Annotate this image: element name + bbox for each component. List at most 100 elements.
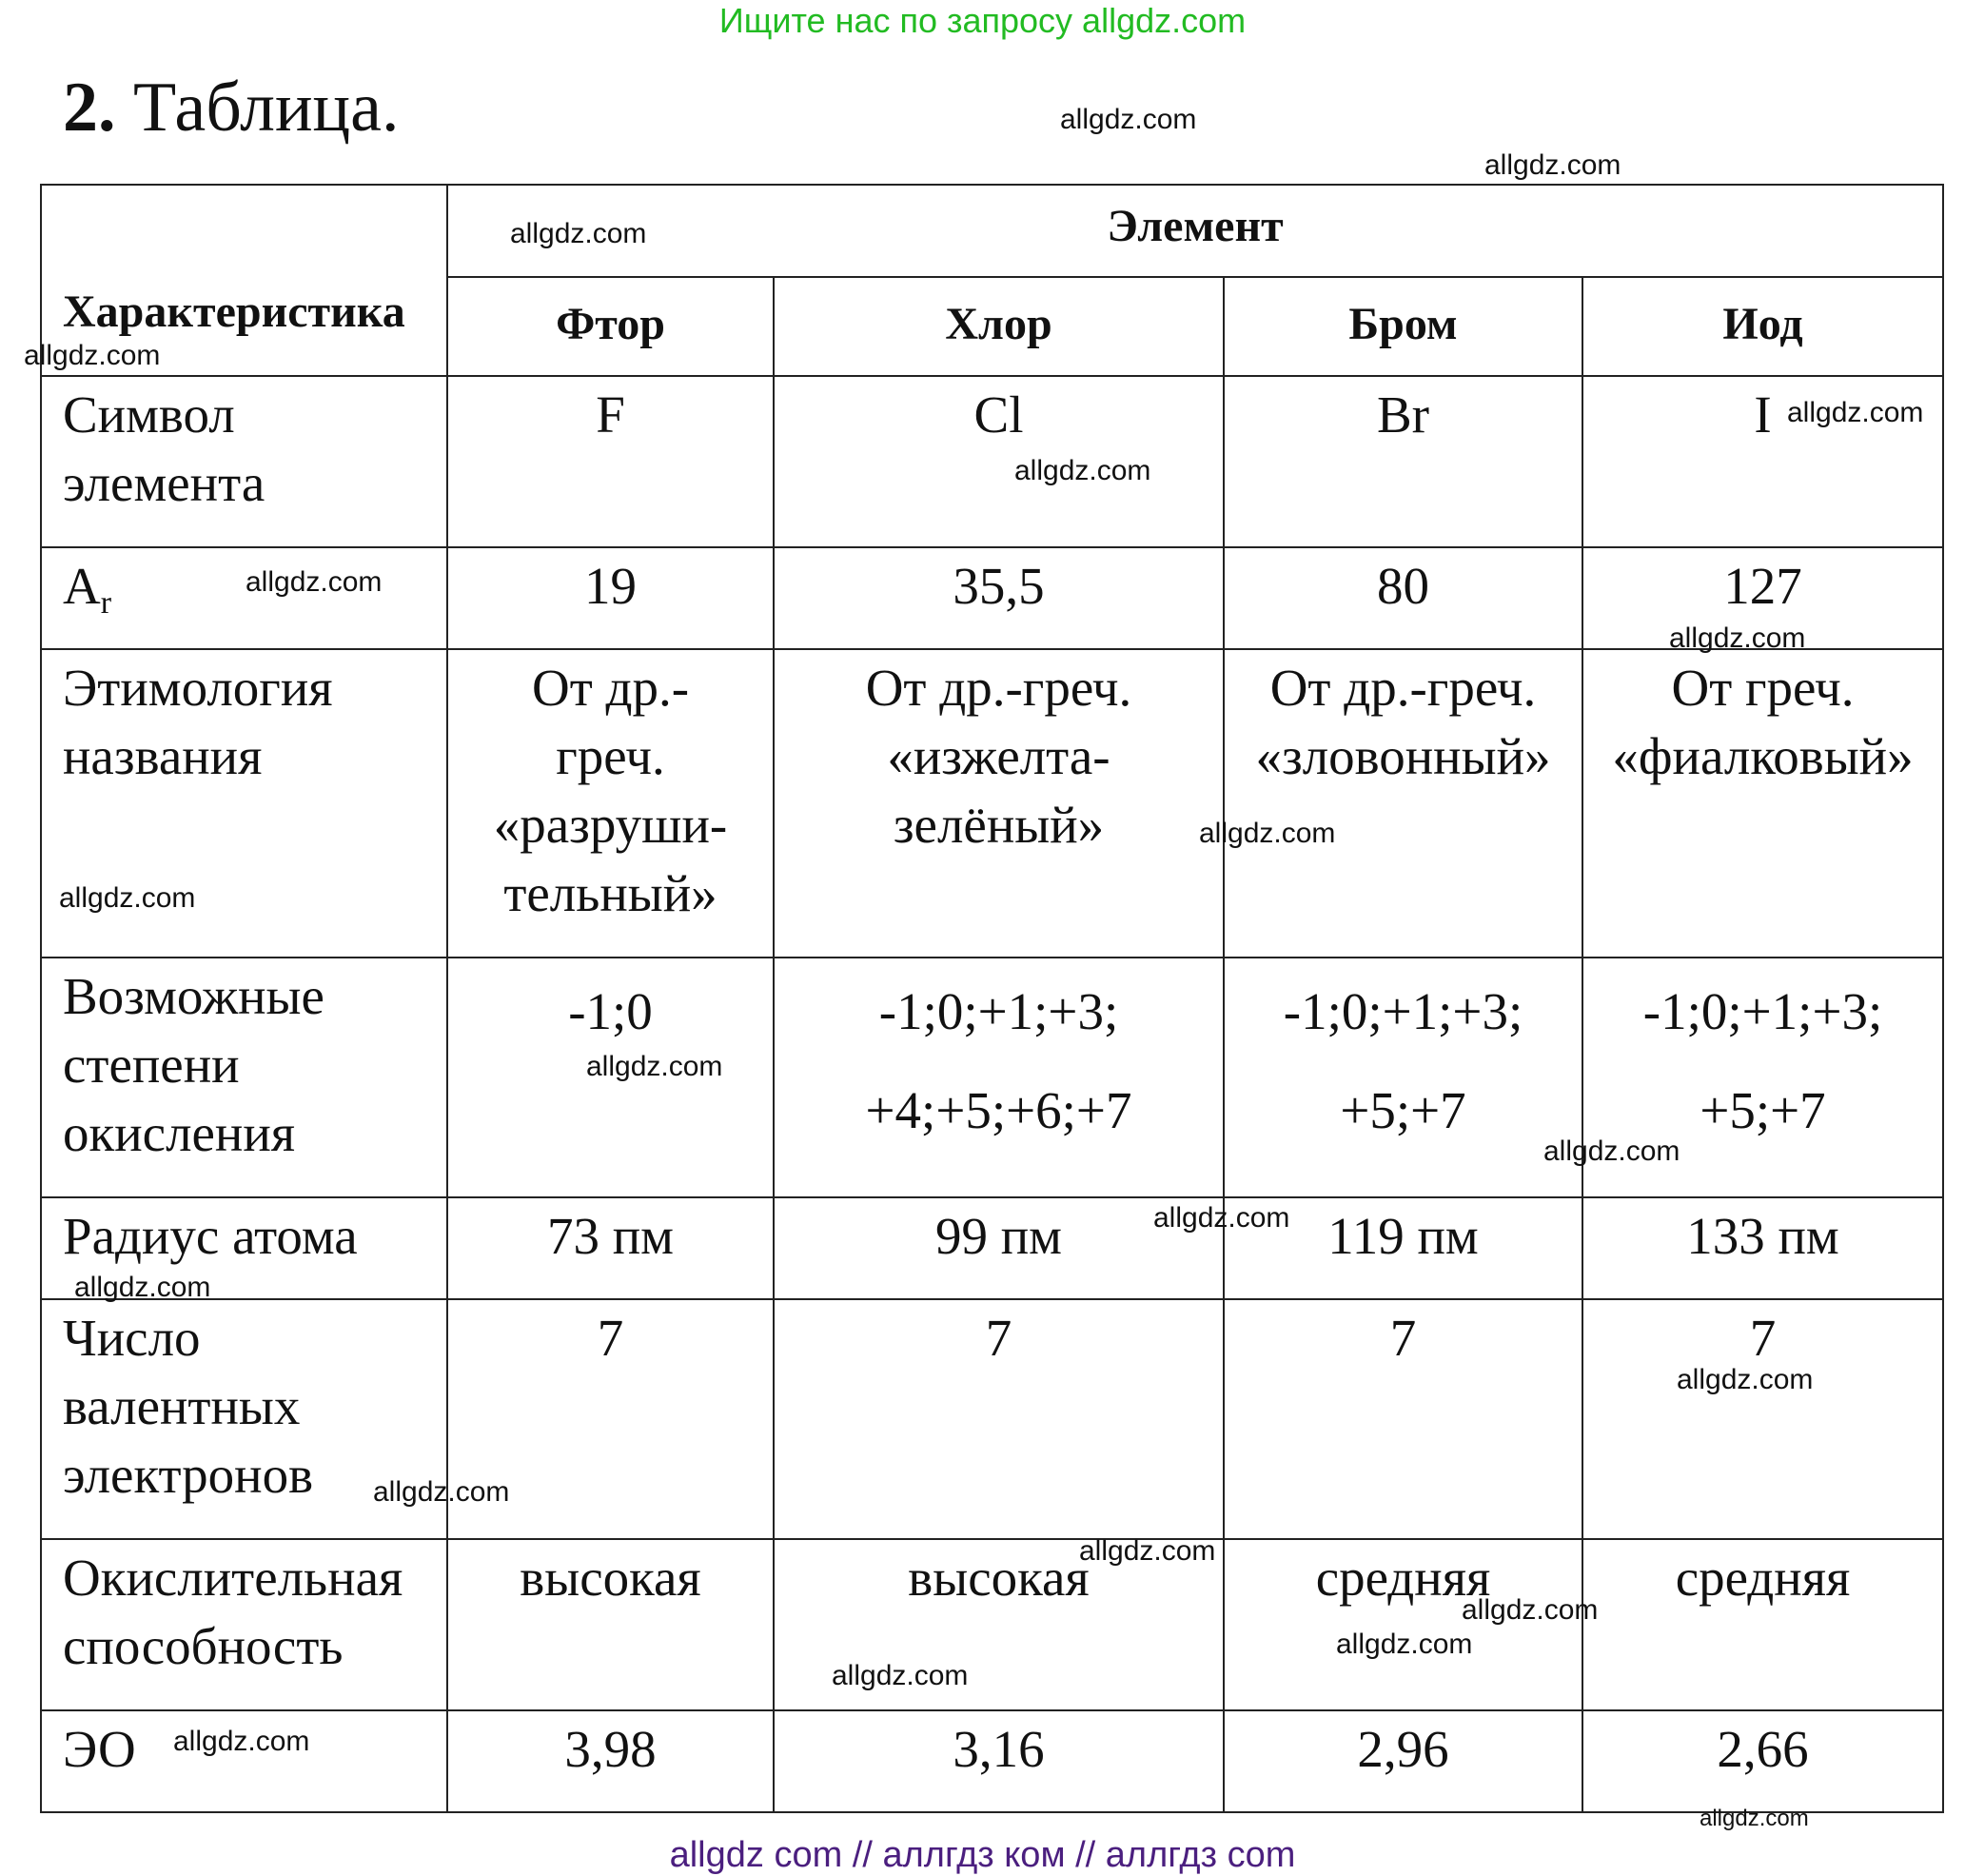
- label-line: Радиус атома: [63, 1207, 358, 1265]
- cell-line: -1;0: [568, 982, 653, 1040]
- cell-line: 99 пм: [935, 1207, 1062, 1265]
- table-cell: 7: [446, 1298, 775, 1540]
- table-cell: средняя: [1223, 1538, 1583, 1711]
- cell-line: -1;0;+1;+3;: [1283, 982, 1523, 1040]
- watermark: allgdz.com: [1336, 1629, 1473, 1660]
- cell-line: 119 пм: [1327, 1207, 1479, 1265]
- label-line: элемента: [63, 454, 265, 512]
- cell-line: F: [596, 385, 625, 444]
- cell-line: -1;0;+1;+3;: [878, 982, 1119, 1040]
- watermark: allgdz.com: [1669, 622, 1806, 654]
- table-cell: Cl: [773, 375, 1225, 548]
- cell-line: зелёный»: [893, 796, 1105, 854]
- table-cell: Br: [1223, 375, 1583, 548]
- label-line: Число: [63, 1309, 201, 1367]
- cell-line: средняя: [1675, 1549, 1851, 1607]
- table-cell: 19: [446, 546, 775, 650]
- cell-line: Br: [1377, 385, 1429, 444]
- table-cell: 7: [1223, 1298, 1583, 1540]
- bottom-banner: allgdz com // аллгдз ком // аллгдз com: [669, 1835, 1296, 1875]
- table-cell: -1;0;+1;+3; +4;+5;+6;+7: [773, 957, 1225, 1198]
- table-cell: От греч. «фиалковый»: [1581, 648, 1945, 958]
- cell-line: высокая: [520, 1549, 701, 1607]
- title-text: Таблица.: [115, 69, 400, 147]
- cell-line: +5;+7: [1340, 1081, 1466, 1139]
- cell-line: От др.-греч.: [1269, 659, 1537, 717]
- table-cell: 119 пм: [1223, 1196, 1583, 1300]
- table-cell: 127: [1581, 546, 1945, 650]
- row-electronegativity: ЭО 3,98 3,16 2,96 2,66: [40, 1709, 1945, 1813]
- row-label: Ar: [40, 546, 448, 650]
- table-cell: -1;0;+1;+3; +5;+7: [1581, 957, 1945, 1198]
- cell-line: «изжелта-: [887, 727, 1110, 785]
- cell-line: 7: [1389, 1309, 1417, 1367]
- label-line: окисления: [63, 1104, 296, 1162]
- watermark: allgdz.com: [1199, 818, 1336, 849]
- table-cell: От др.- греч. «разруши-тельный»: [446, 648, 775, 958]
- watermark: allgdz.com: [1787, 397, 1924, 428]
- watermark: allgdz.com: [1677, 1364, 1814, 1395]
- cell-line: 3,16: [953, 1720, 1045, 1778]
- watermark: allgdz.com: [1153, 1202, 1290, 1234]
- label-line: способность: [63, 1617, 344, 1675]
- row-label: Возможные степени окисления: [40, 957, 448, 1198]
- row-oxidizing-ability: Окислительная способность высокая высокая ср…: [40, 1538, 1945, 1711]
- cell-line: тельный»: [503, 864, 717, 922]
- cell-line: 7: [985, 1309, 1012, 1367]
- cell-line: высокая: [908, 1549, 1090, 1607]
- row-label: Радиус атома: [40, 1196, 448, 1300]
- table-cell: 99 пм: [773, 1196, 1225, 1300]
- table-cell: 73 пм: [446, 1196, 775, 1300]
- cell-line: «фиалковый»: [1612, 727, 1914, 785]
- cell-line: -1;0;+1;+3;: [1642, 982, 1883, 1040]
- cell-line: +5;+7: [1700, 1081, 1826, 1139]
- table-cell: 3,16: [773, 1709, 1225, 1813]
- table-cell: От др.-греч. «изжелта-зелёный»: [773, 648, 1225, 958]
- row-label: Этимология названия: [40, 648, 448, 958]
- label-line: ЭО: [63, 1720, 136, 1778]
- halogen-table: Характеристика Элемент Фтор Хлор Бром Ио…: [40, 184, 1945, 1813]
- table-cell: I: [1581, 375, 1945, 548]
- watermark: allgdz.com: [173, 1726, 310, 1757]
- watermark: allgdz.com: [1543, 1135, 1680, 1167]
- cell-line: «зловонный»: [1255, 727, 1551, 785]
- table-cell: 7: [1581, 1298, 1945, 1540]
- watermark: allgdz.com: [510, 218, 647, 249]
- table-cell: -1;0: [446, 957, 775, 1198]
- table-cell: -1;0;+1;+3; +5;+7: [1223, 957, 1583, 1198]
- row-label: Окислительная способность: [40, 1538, 448, 1711]
- table-cell: F: [446, 375, 775, 548]
- table-cell: 7: [773, 1298, 1225, 1540]
- table-cell: 3,98: [446, 1709, 775, 1813]
- table-cell: высокая: [773, 1538, 1225, 1711]
- watermark: allgdz.com: [586, 1051, 723, 1082]
- watermark: allgdz.com: [59, 882, 196, 914]
- table-cell: 35,5: [773, 546, 1225, 650]
- cell-line: «разруши-: [493, 796, 728, 854]
- header-bromine: Бром: [1223, 276, 1583, 377]
- cell-line: 2,96: [1357, 1720, 1449, 1778]
- label-line: Окислительная: [63, 1549, 403, 1607]
- label-line: валентных: [63, 1377, 301, 1435]
- cell-line: 2,66: [1717, 1720, 1809, 1778]
- row-etymology: Этимология названия От др.- греч. «разруши-т…: [40, 648, 1945, 958]
- row-atomic-mass: Ar 19 35,5 80 127: [40, 546, 1945, 650]
- watermark: allgdz.com: [1060, 104, 1197, 135]
- header-iodine: Иод: [1581, 276, 1945, 377]
- cell-line: 3,98: [564, 1720, 657, 1778]
- cell-line: +4;+5;+6;+7: [865, 1081, 1132, 1139]
- watermark: allgdz.com: [1700, 1806, 1809, 1831]
- header-fluorine: Фтор: [446, 276, 775, 377]
- label-line: Этимология: [63, 659, 333, 717]
- watermark: allgdz.com: [1014, 455, 1151, 486]
- cell-line: От др.-: [531, 659, 690, 717]
- table-cell: 2,96: [1223, 1709, 1583, 1813]
- table-cell: высокая: [446, 1538, 775, 1711]
- row-label: ЭО: [40, 1709, 448, 1813]
- cell-line: От др.-греч.: [865, 659, 1132, 717]
- watermark: allgdz.com: [1484, 149, 1621, 181]
- cell-line: От греч.: [1671, 659, 1855, 717]
- row-label: Число валентных электронов: [40, 1298, 448, 1540]
- label-line: Символ: [63, 385, 235, 444]
- top-banner: Ищите нас по запросу allgdz.com: [718, 1, 1247, 40]
